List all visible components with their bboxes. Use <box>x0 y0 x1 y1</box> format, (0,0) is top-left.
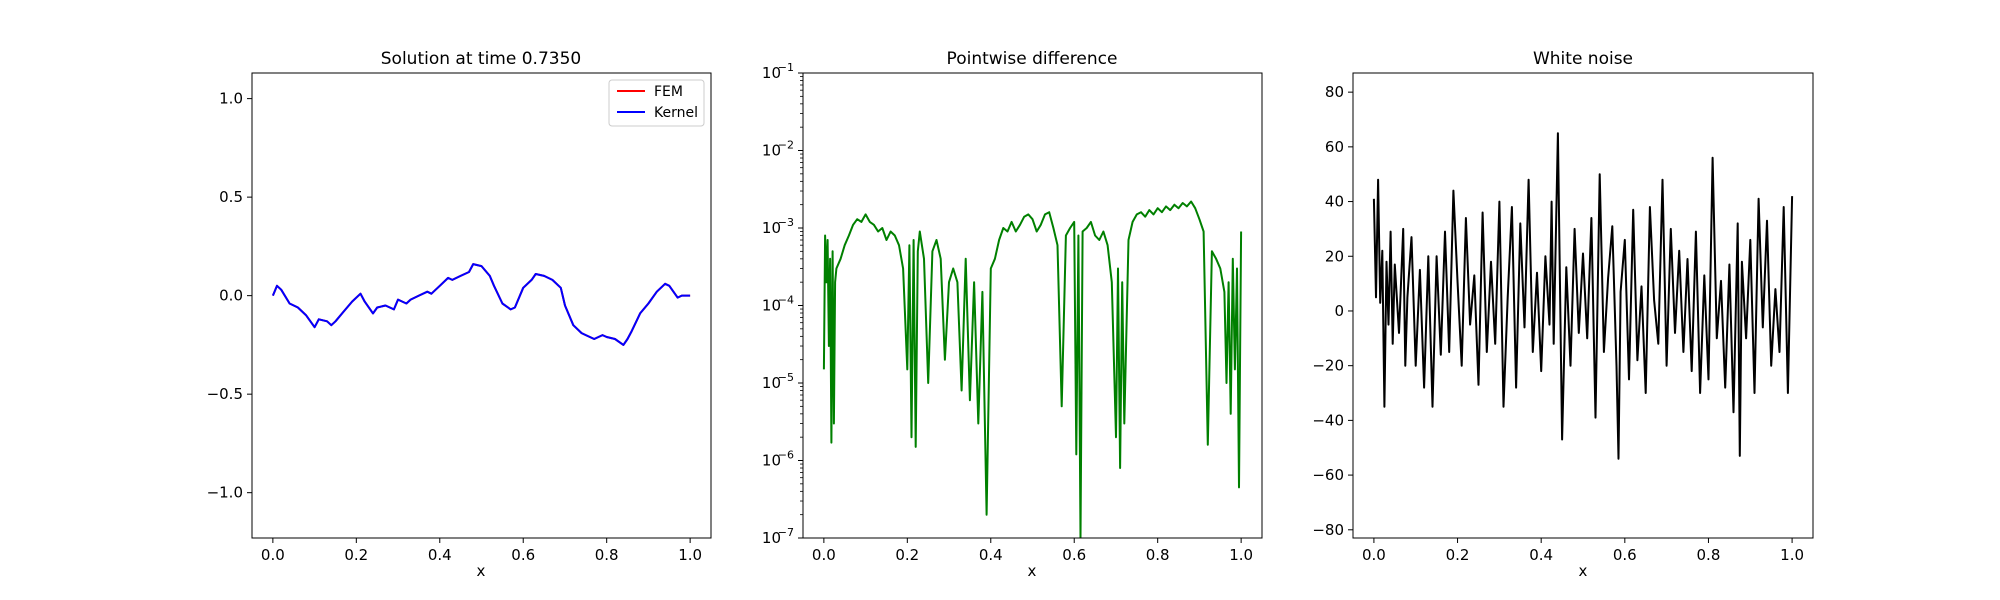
noise-axes-frame <box>1352 72 1814 539</box>
noise-y-tick-label: 80 <box>1325 83 1344 101</box>
solution-plot-area: 0.0 0.2 0.4 0.6 0.8 1.0 −1.0 −0.5 0.0 0.5 1.0 <box>207 72 712 564</box>
solution-x-label: x <box>477 562 486 580</box>
solution-x-tick-label: 0.4 <box>428 546 452 564</box>
difference-y-tick-label-exponent: −3 <box>778 216 794 229</box>
noise-series-data-line <box>1372 132 1794 460</box>
solution-title: Solution at time 0.7350 <box>381 49 581 69</box>
solution-y-tick-label: 0.0 <box>219 287 243 305</box>
noise-series-group <box>1372 132 1794 460</box>
legend-fem-label: FEM <box>654 84 683 100</box>
solution-y-tick-label: −0.5 <box>207 385 243 403</box>
difference-y-tick-label-base: 10 <box>762 142 781 160</box>
difference-y-tick-label-base: 10 <box>762 297 781 315</box>
solution-y-tick-label: 1.0 <box>219 90 243 108</box>
solution-series-group <box>271 263 691 346</box>
noise-x-tick-label: 0.0 <box>1362 546 1386 564</box>
solution-x-tick-label: 0.0 <box>261 546 285 564</box>
difference-y-tick-label-base: 10 <box>762 452 781 470</box>
solution-x-tick-label: 0.2 <box>344 546 368 564</box>
difference-y-tick-label-exponent: −1 <box>778 61 794 74</box>
difference-series-data-line <box>822 200 1243 538</box>
noise-x-tick-label: 0.8 <box>1697 546 1721 564</box>
noise-y-tick-label: 60 <box>1325 138 1344 156</box>
solution-y-tick-label: 0.5 <box>219 188 243 206</box>
solution-x-tick-label: 0.6 <box>511 546 535 564</box>
noise-x-tick-label: 0.6 <box>1613 546 1637 564</box>
noise-y-tick-label: −60 <box>1312 466 1344 484</box>
difference-x-tick-label: 0.0 <box>812 546 836 564</box>
difference-title: Pointwise difference <box>947 49 1118 69</box>
solution-x-tick-label: 0.8 <box>595 546 619 564</box>
difference-axes-frame <box>802 72 1263 539</box>
difference-x-tick-label: 0.6 <box>1062 546 1086 564</box>
noise-x-tick-label: 1.0 <box>1780 546 1804 564</box>
noise-x-label: x <box>1579 562 1588 580</box>
noise-y-tick-label: −20 <box>1312 357 1344 375</box>
difference-y-tick-label-exponent: −6 <box>778 449 794 462</box>
difference-x-tick-label: 0.8 <box>1146 546 1170 564</box>
difference-x-label: x <box>1028 562 1037 580</box>
solution-series-kernel-line <box>271 263 691 346</box>
difference-y-tick-label-base: 10 <box>762 529 781 547</box>
solution-axes-frame <box>251 72 712 539</box>
noise-x-tick-label: 0.2 <box>1446 546 1470 564</box>
difference-y-tick-label-base: 10 <box>762 219 781 237</box>
difference-x-tick-label: 0.4 <box>979 546 1003 564</box>
difference-y-tick-label-exponent: −7 <box>778 526 794 539</box>
solution-series-fem-line <box>271 263 691 346</box>
difference-x-tick-label: 0.2 <box>895 546 919 564</box>
difference-y-tick-label-exponent: −5 <box>778 371 794 384</box>
solution-panel: Solution at time 0.7350 0.0 0.2 0.4 0.6 0.8 1… <box>207 49 712 580</box>
legend-kernel-label: Kernel <box>654 105 698 121</box>
solution-x-tick-label: 1.0 <box>678 546 702 564</box>
noise-y-tick-label: 20 <box>1325 247 1344 265</box>
noise-y-tick-label: 0 <box>1334 302 1344 320</box>
solution-y-tick-label: −1.0 <box>207 484 243 502</box>
noise-title: White noise <box>1533 49 1633 69</box>
noise-y-tick-label: −40 <box>1312 411 1344 429</box>
difference-y-tick-label-base: 10 <box>762 374 781 392</box>
difference-y-tick-label-base: 10 <box>762 64 781 82</box>
noise-plot-area: 0.0 0.2 0.4 0.6 0.8 1.0 −80 −60 −40 −20 0 20 40 60 80 <box>1312 72 1814 564</box>
noise-panel: White noise 0.0 0.2 0.4 0.6 0.8 1.0 −80 −60 −40 −… <box>1312 49 1814 580</box>
difference-y-tick-label-exponent: −4 <box>778 294 794 307</box>
noise-y-tick-label: 40 <box>1325 193 1344 211</box>
noise-x-tick-label: 0.4 <box>1529 546 1553 564</box>
difference-x-tick-label: 1.0 <box>1229 546 1253 564</box>
difference-plot-area: 0.0 0.2 0.4 0.6 0.8 1.010−710−610−510−410−310… <box>762 61 1263 564</box>
difference-series-group <box>822 200 1243 538</box>
noise-y-tick-label: −80 <box>1312 521 1344 539</box>
solution-legend: FEM Kernel <box>608 79 705 127</box>
difference-panel: Pointwise difference 0.0 0.2 0.4 0.6 0.8 1.0 1… <box>762 49 1263 580</box>
difference-y-tick-label-exponent: −2 <box>778 139 794 152</box>
